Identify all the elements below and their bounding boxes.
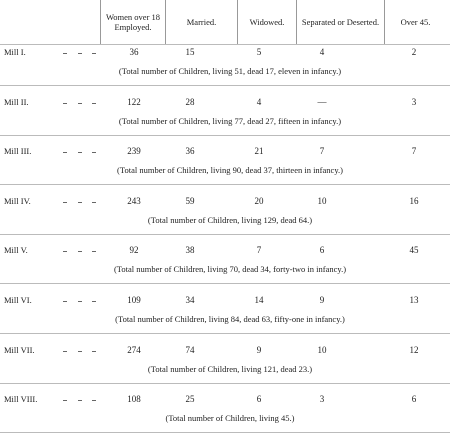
cell-value: 10 (317, 195, 327, 206)
cell-value: 122 (127, 96, 141, 107)
cell-value: 74 (185, 344, 195, 355)
leader (78, 251, 82, 253)
leader (78, 102, 82, 104)
cell-value: 109 (127, 295, 141, 305)
leader (63, 400, 67, 402)
row-rule (0, 333, 450, 334)
row-rule (0, 382, 450, 384)
children-note: (Total number of Children, living 77, de… (118, 115, 342, 126)
leader (63, 301, 67, 302)
leader (78, 400, 82, 402)
row-rule (0, 184, 450, 186)
leader (78, 301, 82, 302)
cell-value: 108 (127, 394, 141, 405)
row-label: Mill VI. (4, 295, 32, 305)
row-label: Mill VIII. (4, 394, 38, 405)
cell-value: 14 (254, 295, 264, 305)
leader (63, 102, 67, 104)
leader (92, 53, 96, 54)
leader (63, 201, 67, 203)
leader (78, 350, 82, 352)
cell-value: 21 (254, 146, 264, 157)
cell-value: 12 (409, 344, 419, 355)
cell-value: 3 (411, 96, 417, 107)
leader (63, 152, 67, 154)
cell-value: 7 (319, 146, 325, 157)
leader (92, 301, 96, 302)
column-header: Married. (165, 0, 237, 44)
cell-value: 92 (129, 245, 139, 256)
cell-value: — (317, 96, 327, 107)
cell-value: 16 (409, 195, 419, 206)
row-label: Mill I. (4, 47, 26, 57)
row-rule (0, 85, 450, 86)
row-label: Mill VII. (4, 344, 35, 355)
leader (92, 201, 96, 203)
cell-value: 6 (319, 245, 325, 256)
children-note: (Total number of Children, living 84, de… (115, 314, 345, 324)
leader (92, 102, 96, 104)
cell-value: 28 (185, 96, 195, 107)
cell-value: 9 (319, 295, 325, 305)
children-note: (Total number of Children, living 121, d… (147, 363, 313, 374)
cell-value: 243 (127, 195, 141, 206)
leader (78, 53, 82, 54)
cell-value: 3 (319, 394, 325, 405)
row-label: Mill III. (4, 146, 32, 157)
children-note: (Total number of Children, living 45.) (165, 413, 295, 424)
leader (92, 152, 96, 154)
column-header: Widowed. (237, 0, 296, 44)
children-note: (Total number of Children, living 51, de… (118, 66, 342, 76)
row-label: Mill V. (4, 245, 28, 256)
leader (92, 251, 96, 253)
row-label: Mill IV. (4, 195, 31, 206)
leader (63, 53, 67, 54)
cell-value: 36 (129, 47, 139, 57)
cell-value: 7 (411, 146, 417, 157)
children-note: (Total number of Children, living 90, de… (117, 165, 343, 176)
cell-value: 38 (185, 245, 195, 256)
cell-value: 15 (185, 47, 195, 57)
cell-value: 4 (256, 96, 262, 107)
cell-value: 20 (254, 195, 264, 206)
cell-value: 59 (185, 195, 195, 206)
cell-value: 5 (256, 47, 262, 57)
column-header: Separated or Deserted. (296, 0, 384, 44)
row-rule (0, 233, 450, 235)
leader (92, 400, 96, 402)
row-rule (0, 432, 450, 434)
cell-value: 9 (256, 344, 262, 355)
cell-value: 6 (411, 394, 417, 405)
cell-value: 10 (317, 344, 327, 355)
leader (78, 152, 82, 154)
cell-value: 34 (185, 295, 195, 305)
leader (63, 251, 67, 253)
cell-value: 239 (127, 146, 141, 157)
cell-value: 2 (411, 47, 417, 57)
leader (92, 350, 96, 352)
cell-value: 7 (256, 245, 262, 256)
column-header: Over 45. (384, 0, 446, 44)
cell-value: 45 (409, 245, 419, 256)
leader (78, 201, 82, 203)
header-rule (0, 44, 450, 45)
cell-value: 25 (185, 394, 195, 405)
cell-value: 13 (409, 295, 419, 305)
row-label: Mill II. (4, 96, 29, 107)
row-rule (0, 134, 450, 136)
leader (63, 350, 67, 352)
column-header: Women over 18 Employed. (100, 0, 165, 44)
row-rule (0, 283, 450, 285)
cell-value: 36 (185, 146, 195, 157)
cell-value: 6 (256, 394, 262, 405)
cell-value: 4 (319, 47, 325, 57)
cell-value: 274 (127, 344, 141, 355)
children-note: (Total number of Children, living 129, d… (147, 214, 313, 225)
children-note: (Total number of Children, living 70, de… (113, 264, 347, 275)
